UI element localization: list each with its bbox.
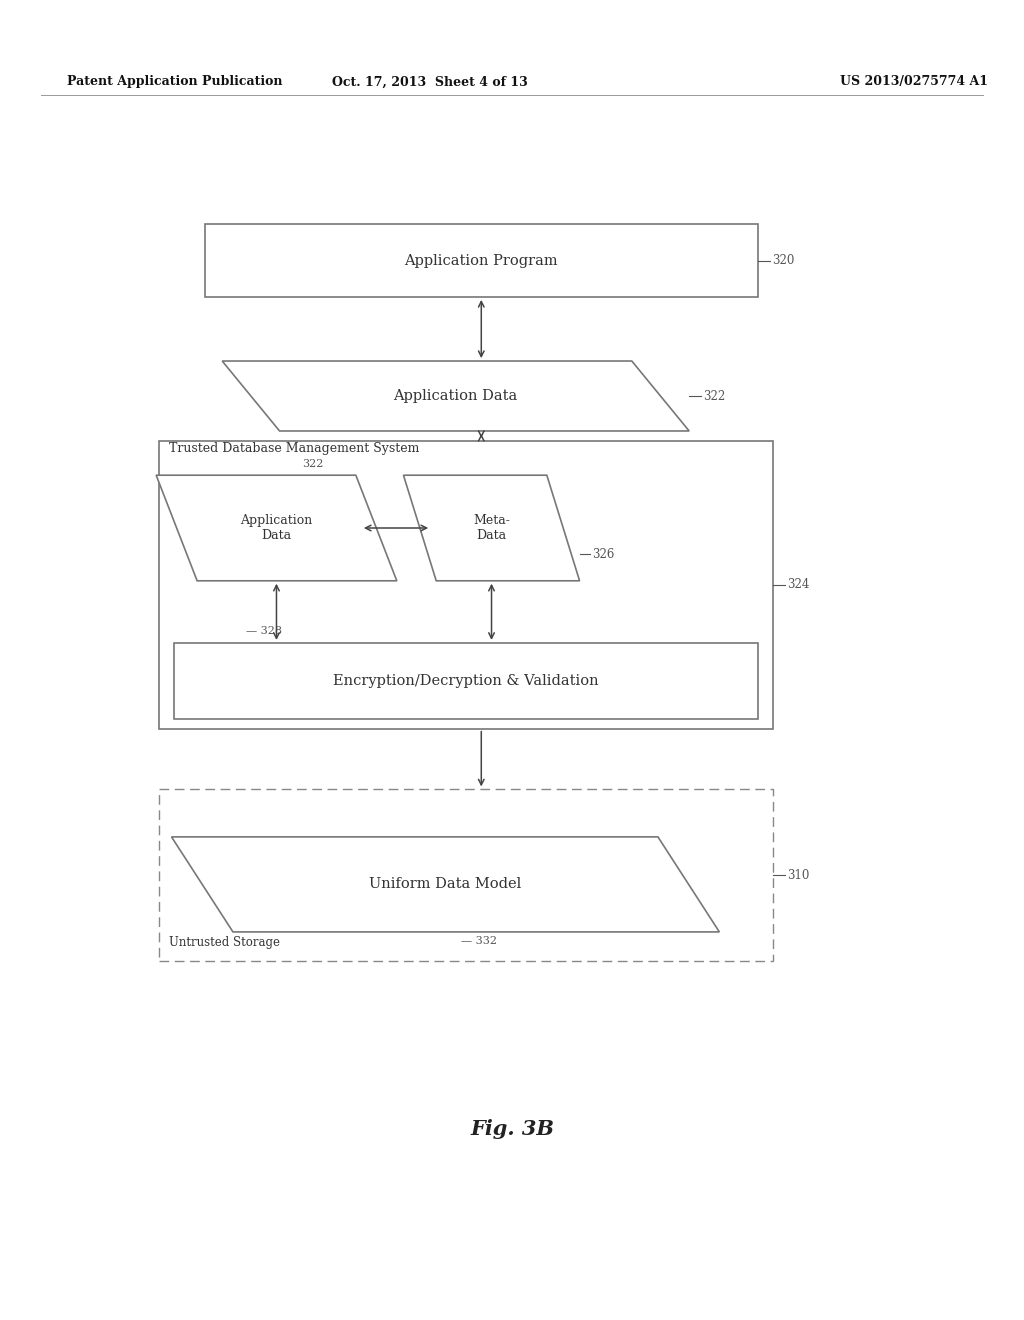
FancyBboxPatch shape bbox=[205, 224, 758, 297]
FancyBboxPatch shape bbox=[159, 789, 773, 961]
Polygon shape bbox=[222, 362, 689, 430]
Polygon shape bbox=[403, 475, 580, 581]
Text: 310: 310 bbox=[787, 869, 810, 882]
Text: 326: 326 bbox=[592, 548, 614, 561]
Polygon shape bbox=[172, 837, 719, 932]
Text: Uniform Data Model: Uniform Data Model bbox=[370, 878, 521, 891]
Text: Application Program: Application Program bbox=[404, 253, 558, 268]
Text: 324: 324 bbox=[787, 578, 810, 591]
Text: 322: 322 bbox=[302, 458, 324, 469]
Text: US 2013/0275774 A1: US 2013/0275774 A1 bbox=[840, 75, 988, 88]
Text: Patent Application Publication: Patent Application Publication bbox=[67, 75, 282, 88]
Text: Fig. 3B: Fig. 3B bbox=[470, 1118, 554, 1139]
Polygon shape bbox=[157, 475, 397, 581]
Text: Meta-
Data: Meta- Data bbox=[473, 513, 510, 543]
Text: Application Data: Application Data bbox=[393, 389, 518, 403]
Text: — 332: — 332 bbox=[461, 936, 497, 946]
FancyBboxPatch shape bbox=[174, 643, 758, 719]
Text: Encryption/Decryption & Validation: Encryption/Decryption & Validation bbox=[333, 675, 599, 688]
Text: — 328: — 328 bbox=[246, 626, 282, 636]
Text: 320: 320 bbox=[772, 255, 795, 267]
FancyBboxPatch shape bbox=[159, 441, 773, 729]
Text: Trusted Database Management System: Trusted Database Management System bbox=[169, 442, 420, 455]
Text: 322: 322 bbox=[703, 389, 726, 403]
Text: Application
Data: Application Data bbox=[241, 513, 312, 543]
Text: Untrusted Storage: Untrusted Storage bbox=[169, 936, 280, 949]
Text: Oct. 17, 2013  Sheet 4 of 13: Oct. 17, 2013 Sheet 4 of 13 bbox=[332, 75, 528, 88]
